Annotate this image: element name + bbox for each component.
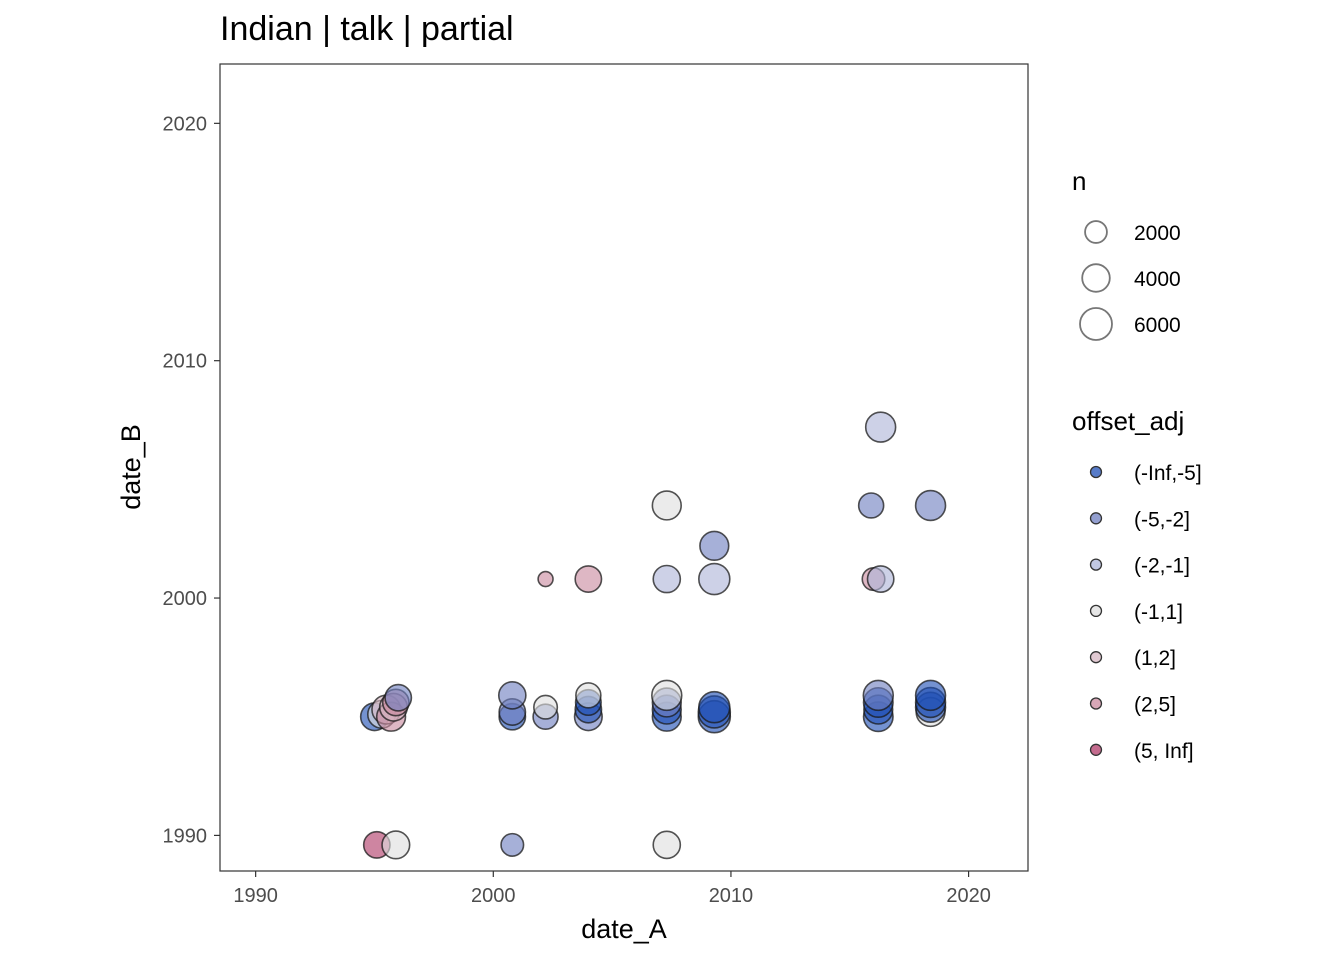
- data-point: [384, 683, 413, 712]
- color-legend-key: [1089, 465, 1103, 479]
- color-legend-key: [1089, 558, 1103, 571]
- size-legend-title: n: [1072, 166, 1086, 196]
- data-point: [533, 694, 559, 720]
- x-tick-label: 2020: [946, 885, 991, 907]
- points-layer: [359, 411, 947, 860]
- size-legend-key: [1079, 307, 1113, 341]
- color-legend: offset_adj (-Inf,-5] (-5,-2] (-2,-1] (-1,1]…: [1072, 406, 1202, 763]
- color-legend-key: [1089, 651, 1103, 664]
- x-tick-label: 1990: [233, 885, 278, 907]
- data-point: [652, 830, 682, 860]
- size-legend-label: 4000: [1134, 268, 1181, 291]
- color-legend-key: [1089, 743, 1103, 756]
- data-point: [857, 492, 885, 519]
- size-legend-label: 6000: [1134, 314, 1181, 337]
- data-point: [698, 690, 731, 724]
- data-point: [537, 570, 554, 588]
- color-legend-label: (1,2]: [1134, 647, 1176, 670]
- y-tick-label: 1990: [163, 825, 208, 847]
- data-point: [652, 564, 682, 594]
- color-legend-label: (-2,-1]: [1134, 555, 1190, 578]
- data-point: [914, 679, 947, 712]
- data-point: [866, 565, 895, 594]
- color-legend-key: [1089, 697, 1103, 710]
- chart-title: Indian | talk | partial: [220, 10, 514, 48]
- size-legend: n 2000 4000 6000: [1072, 166, 1181, 341]
- size-legend-label: 2000: [1134, 222, 1181, 245]
- data-point: [381, 830, 411, 860]
- color-legend-key: [1089, 604, 1103, 618]
- y-tick-label: 2000: [163, 588, 208, 610]
- color-legend-label: (5, Inf]: [1134, 740, 1194, 763]
- size-legend-key: [1084, 220, 1108, 244]
- color-legend-key: [1089, 512, 1103, 525]
- y-axis: 1990 2000 2010 2020: [163, 113, 220, 847]
- data-point: [862, 679, 895, 712]
- color-legend-label: (-1,1]: [1134, 601, 1183, 624]
- y-tick-label: 2020: [163, 113, 208, 135]
- plot-panel: [219, 63, 1029, 872]
- color-legend-title: offset_adj: [1072, 406, 1184, 436]
- data-point: [864, 411, 897, 443]
- color-legend-label: (-Inf,-5]: [1134, 462, 1202, 485]
- x-axis-title: date_A: [581, 914, 667, 944]
- data-point: [699, 530, 730, 562]
- data-point: [698, 562, 731, 596]
- data-point: [914, 489, 947, 522]
- y-axis-title: date_B: [116, 424, 146, 510]
- data-point: [651, 490, 682, 521]
- color-legend-label: (2,5]: [1134, 694, 1176, 717]
- size-legend-key: [1081, 263, 1111, 293]
- x-tick-label: 2010: [709, 885, 754, 907]
- data-point: [575, 682, 602, 709]
- x-tick-label: 2000: [471, 885, 516, 907]
- color-legend-label: (-5,-2]: [1134, 508, 1190, 531]
- x-axis: 1990 2000 2010 2020: [233, 871, 991, 907]
- data-point: [574, 565, 603, 594]
- data-point: [651, 679, 683, 712]
- data-point: [497, 681, 527, 710]
- y-tick-label: 2010: [163, 351, 208, 373]
- data-point: [500, 832, 525, 857]
